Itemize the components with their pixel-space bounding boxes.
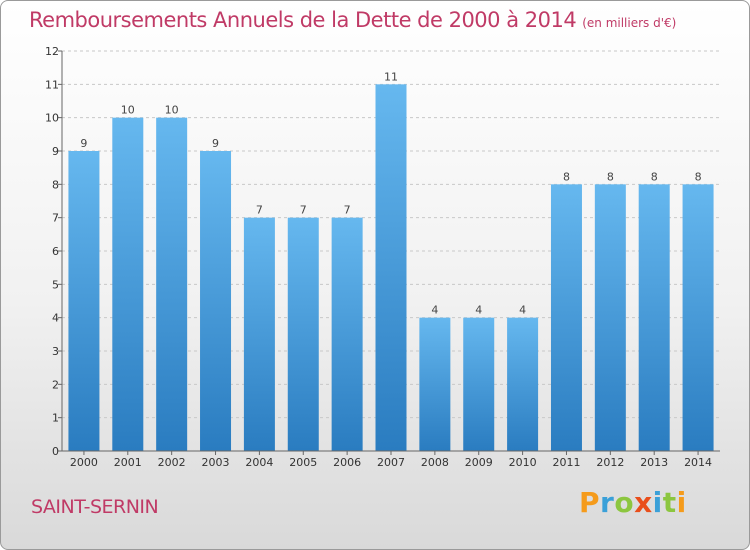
bar-value-label: 7 xyxy=(344,204,351,217)
bar-value-label: 4 xyxy=(431,304,438,317)
bar[interactable] xyxy=(550,184,582,452)
bar-value-label: 8 xyxy=(563,170,570,183)
x-tick-label: 2013 xyxy=(640,456,668,469)
bar-value-label: 8 xyxy=(651,170,658,183)
chart-title-text: Remboursements Annuels de la Dette de 20… xyxy=(29,8,577,32)
y-tick-label: 6 xyxy=(52,245,59,258)
bar[interactable] xyxy=(112,117,144,452)
bar[interactable] xyxy=(243,217,275,451)
chart-subtitle: (en milliers d'€) xyxy=(582,16,677,30)
brand-letter: x xyxy=(634,486,653,519)
bar-value-label: 4 xyxy=(519,304,526,317)
x-tick-label: 2006 xyxy=(333,456,361,469)
y-tick-label: 12 xyxy=(45,45,59,58)
x-tick-label: 2008 xyxy=(421,456,449,469)
y-tick-label: 9 xyxy=(52,145,59,158)
brand-letter: i xyxy=(676,486,687,519)
bar[interactable] xyxy=(507,317,539,451)
y-tick-label: 2 xyxy=(52,378,59,391)
x-tick-label: 2011 xyxy=(552,456,580,469)
bar-value-label: 11 xyxy=(384,70,398,83)
x-tick-label: 2004 xyxy=(245,456,273,469)
bar[interactable] xyxy=(594,184,626,452)
x-tick-label: 2007 xyxy=(377,456,405,469)
x-tick-label: 2003 xyxy=(202,456,230,469)
bar-value-label: 10 xyxy=(165,104,179,117)
x-tick-label: 2014 xyxy=(684,456,712,469)
y-tick-label: 11 xyxy=(45,78,59,91)
bar-value-label: 8 xyxy=(607,170,614,183)
bars xyxy=(68,84,714,452)
brand-letter: o xyxy=(614,486,635,519)
y-tick-label: 8 xyxy=(52,178,59,191)
y-tick-label: 7 xyxy=(52,212,59,225)
y-tick-label: 5 xyxy=(52,278,59,291)
chart-title: Remboursements Annuels de la Dette de 20… xyxy=(29,8,676,32)
commune-name: SAINT-SERNIN xyxy=(31,496,159,518)
bar-value-label: 4 xyxy=(475,304,482,317)
brand-letter: i xyxy=(652,486,663,519)
x-tick-label: 2010 xyxy=(509,456,537,469)
x-tick-label: 2002 xyxy=(158,456,186,469)
bar[interactable] xyxy=(638,184,670,452)
bar-value-label: 9 xyxy=(212,137,219,150)
bar[interactable] xyxy=(419,317,451,451)
bar-value-label: 9 xyxy=(80,137,87,150)
bar[interactable] xyxy=(156,117,188,452)
bar-value-label: 10 xyxy=(121,104,135,117)
bar-value-label: 8 xyxy=(695,170,702,183)
bar[interactable] xyxy=(287,217,319,451)
x-tick-label: 2001 xyxy=(114,456,142,469)
bar-value-label: 7 xyxy=(256,204,263,217)
x-tick-label: 2005 xyxy=(289,456,317,469)
value-labels: 9 10 10 9 7 7 7 11 4 4 4 8 8 8 8 xyxy=(80,70,701,316)
bar[interactable] xyxy=(68,151,100,451)
bar[interactable] xyxy=(463,317,495,451)
bar[interactable] xyxy=(375,84,407,451)
axes xyxy=(58,50,720,455)
brand-letter: t xyxy=(662,486,677,519)
bar[interactable] xyxy=(331,217,363,451)
x-tick-labels: 2000 2001 2002 2003 2004 2005 2006 2007 2008 2009… xyxy=(70,456,712,469)
y-tick-label: 4 xyxy=(52,312,59,325)
proxiti-logo[interactable]: Proxiti xyxy=(579,486,687,519)
bar-value-label: 7 xyxy=(300,204,307,217)
x-tick-label: 2009 xyxy=(465,456,493,469)
y-tick-label: 1 xyxy=(52,412,59,425)
brand-letter: r xyxy=(600,486,615,519)
y-tick-label: 0 xyxy=(52,445,59,458)
bar[interactable] xyxy=(682,184,714,452)
bar[interactable] xyxy=(200,151,232,451)
y-tick-label: 3 xyxy=(52,345,59,358)
x-tick-label: 2000 xyxy=(70,456,98,469)
y-tick-label: 10 xyxy=(45,112,59,125)
x-tick-label: 2012 xyxy=(596,456,624,469)
brand-letter: P xyxy=(579,486,601,519)
